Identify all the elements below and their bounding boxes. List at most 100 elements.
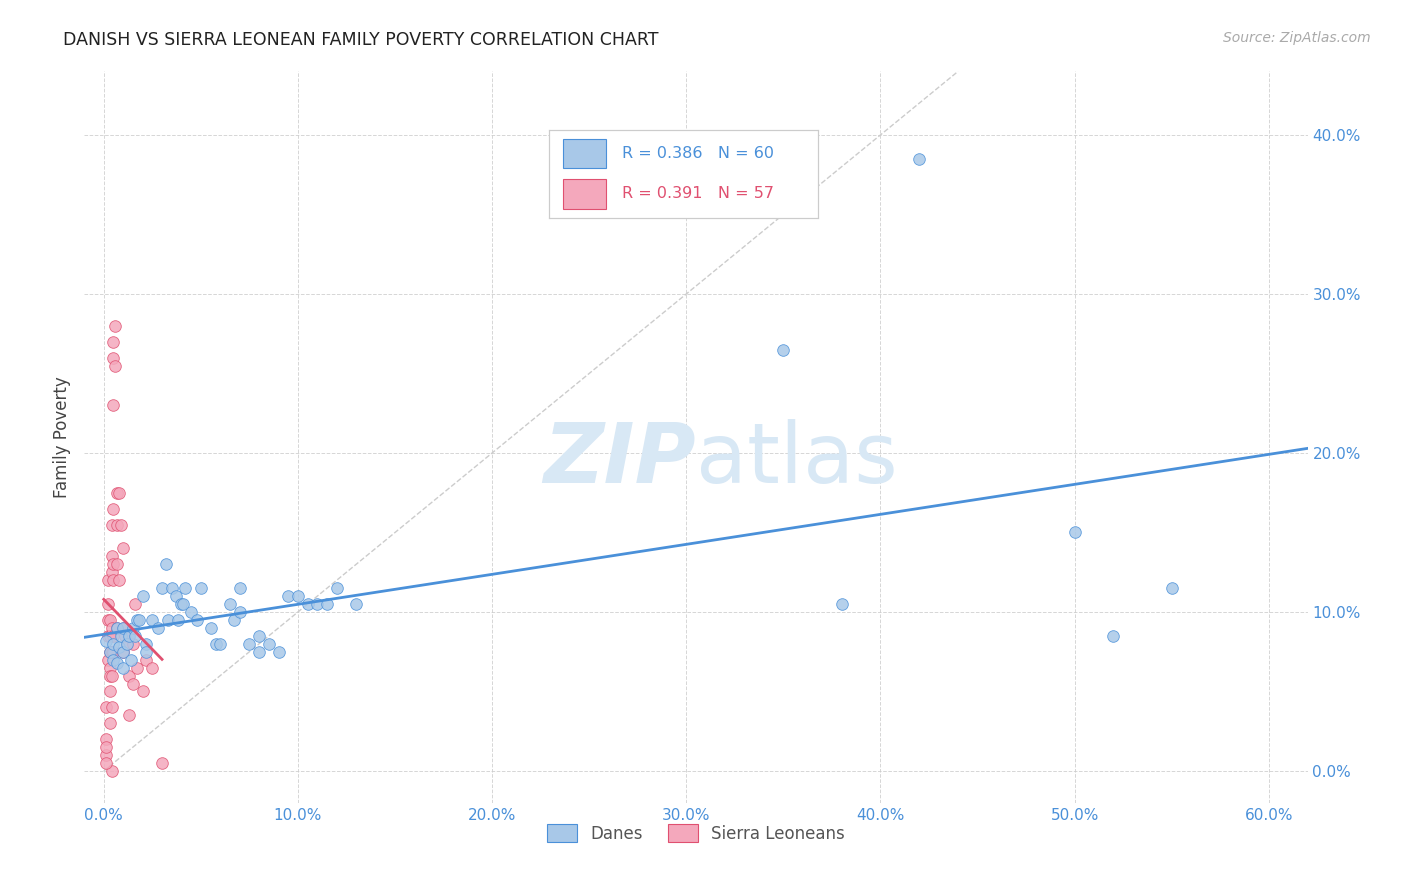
- Point: [100, 549, 122, 564]
- Point: [125, 660, 148, 674]
- Point: [105, 485, 128, 500]
- Point: [228, 581, 250, 595]
- Point: [165, 589, 187, 603]
- Point: [1102, 629, 1125, 643]
- Point: [170, 597, 193, 611]
- Point: [238, 637, 260, 651]
- Point: [98, 629, 121, 643]
- Point: [1063, 525, 1085, 540]
- Point: [108, 485, 131, 500]
- Point: [114, 629, 136, 643]
- Point: [94, 700, 117, 714]
- Point: [108, 640, 131, 654]
- Point: [98, 645, 121, 659]
- Point: [316, 597, 339, 611]
- Point: [135, 645, 157, 659]
- Point: [125, 613, 148, 627]
- Point: [104, 359, 127, 373]
- Point: [122, 676, 145, 690]
- Point: [97, 613, 120, 627]
- Point: [94, 732, 117, 747]
- Point: [118, 629, 141, 643]
- Point: [277, 589, 299, 603]
- Point: [257, 637, 280, 651]
- Point: [97, 653, 120, 667]
- Point: [100, 700, 122, 714]
- Point: [186, 613, 208, 627]
- Point: [160, 581, 183, 595]
- Point: [94, 748, 117, 763]
- Point: [166, 613, 188, 627]
- Point: [141, 613, 163, 627]
- Point: [1160, 581, 1182, 595]
- Point: [124, 597, 146, 611]
- Point: [228, 605, 250, 619]
- Point: [108, 573, 131, 587]
- Point: [908, 152, 931, 166]
- Point: [104, 318, 127, 333]
- Point: [100, 668, 122, 682]
- Point: [110, 629, 132, 643]
- Point: [118, 668, 141, 682]
- Point: [98, 684, 121, 698]
- Point: [100, 764, 122, 778]
- Point: [307, 597, 329, 611]
- Point: [103, 334, 125, 349]
- Point: [100, 621, 122, 635]
- Point: [174, 581, 197, 595]
- Point: [150, 756, 173, 770]
- Point: [105, 517, 128, 532]
- Text: Source: ZipAtlas.com: Source: ZipAtlas.com: [1223, 31, 1371, 45]
- Point: [326, 581, 349, 595]
- Point: [209, 637, 232, 651]
- Point: [156, 613, 179, 627]
- Point: [103, 501, 125, 516]
- Point: [115, 637, 138, 651]
- Point: [287, 589, 309, 603]
- Point: [94, 756, 117, 770]
- Point: [247, 629, 270, 643]
- Point: [112, 541, 135, 556]
- Point: [297, 597, 319, 611]
- Point: [200, 621, 222, 635]
- Point: [100, 645, 122, 659]
- Point: [135, 637, 157, 651]
- Point: [97, 629, 120, 643]
- Point: [94, 633, 117, 648]
- Point: [267, 645, 290, 659]
- Point: [105, 656, 128, 670]
- Point: [112, 645, 135, 659]
- Point: [180, 605, 202, 619]
- Point: [115, 637, 138, 651]
- Text: ZIP: ZIP: [543, 418, 696, 500]
- Point: [110, 517, 132, 532]
- Point: [146, 621, 169, 635]
- Point: [98, 660, 121, 674]
- Point: [100, 517, 122, 532]
- Point: [772, 343, 794, 357]
- Y-axis label: Family Poverty: Family Poverty: [53, 376, 72, 498]
- Point: [97, 573, 120, 587]
- Point: [98, 716, 121, 731]
- Point: [831, 597, 853, 611]
- Point: [150, 581, 173, 595]
- Point: [103, 653, 125, 667]
- Text: DANISH VS SIERRA LEONEAN FAMILY POVERTY CORRELATION CHART: DANISH VS SIERRA LEONEAN FAMILY POVERTY …: [63, 31, 659, 49]
- Point: [112, 621, 135, 635]
- Point: [103, 573, 125, 587]
- Text: atlas: atlas: [696, 418, 897, 500]
- Point: [344, 597, 367, 611]
- Point: [103, 645, 125, 659]
- Point: [98, 668, 121, 682]
- Point: [105, 558, 128, 572]
- Point: [120, 653, 142, 667]
- Point: [122, 637, 145, 651]
- Point: [98, 645, 121, 659]
- Point: [131, 589, 153, 603]
- Point: [205, 637, 228, 651]
- Point: [105, 621, 128, 635]
- Point: [135, 653, 157, 667]
- Point: [112, 645, 135, 659]
- Point: [103, 629, 125, 643]
- Point: [112, 621, 135, 635]
